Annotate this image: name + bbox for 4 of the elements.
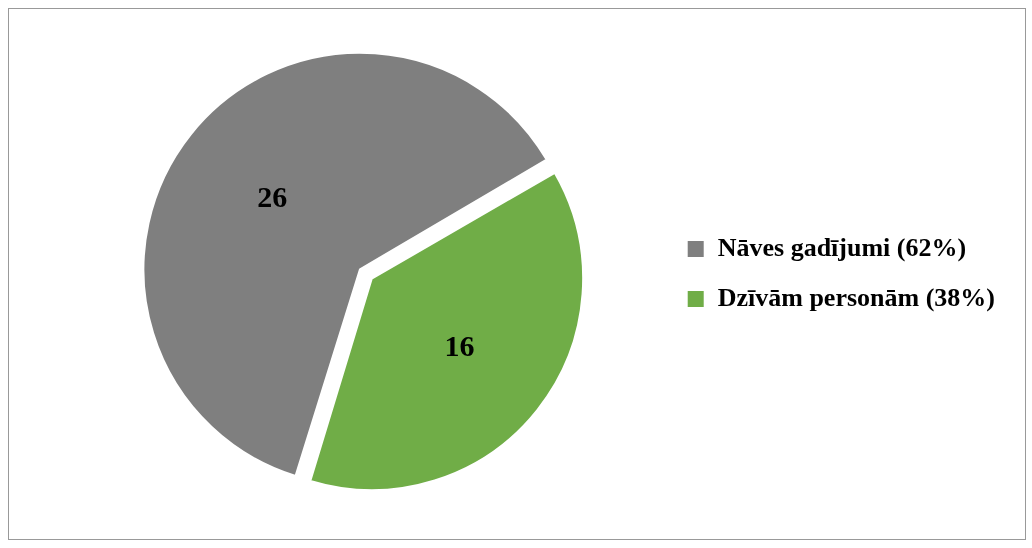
legend-label: Dzīvām personām (38%) <box>717 282 996 312</box>
data-label: 16 <box>444 329 475 363</box>
legend-label: Nāves gadījumi (62%) <box>717 232 967 262</box>
data-label: 26 <box>257 180 288 214</box>
